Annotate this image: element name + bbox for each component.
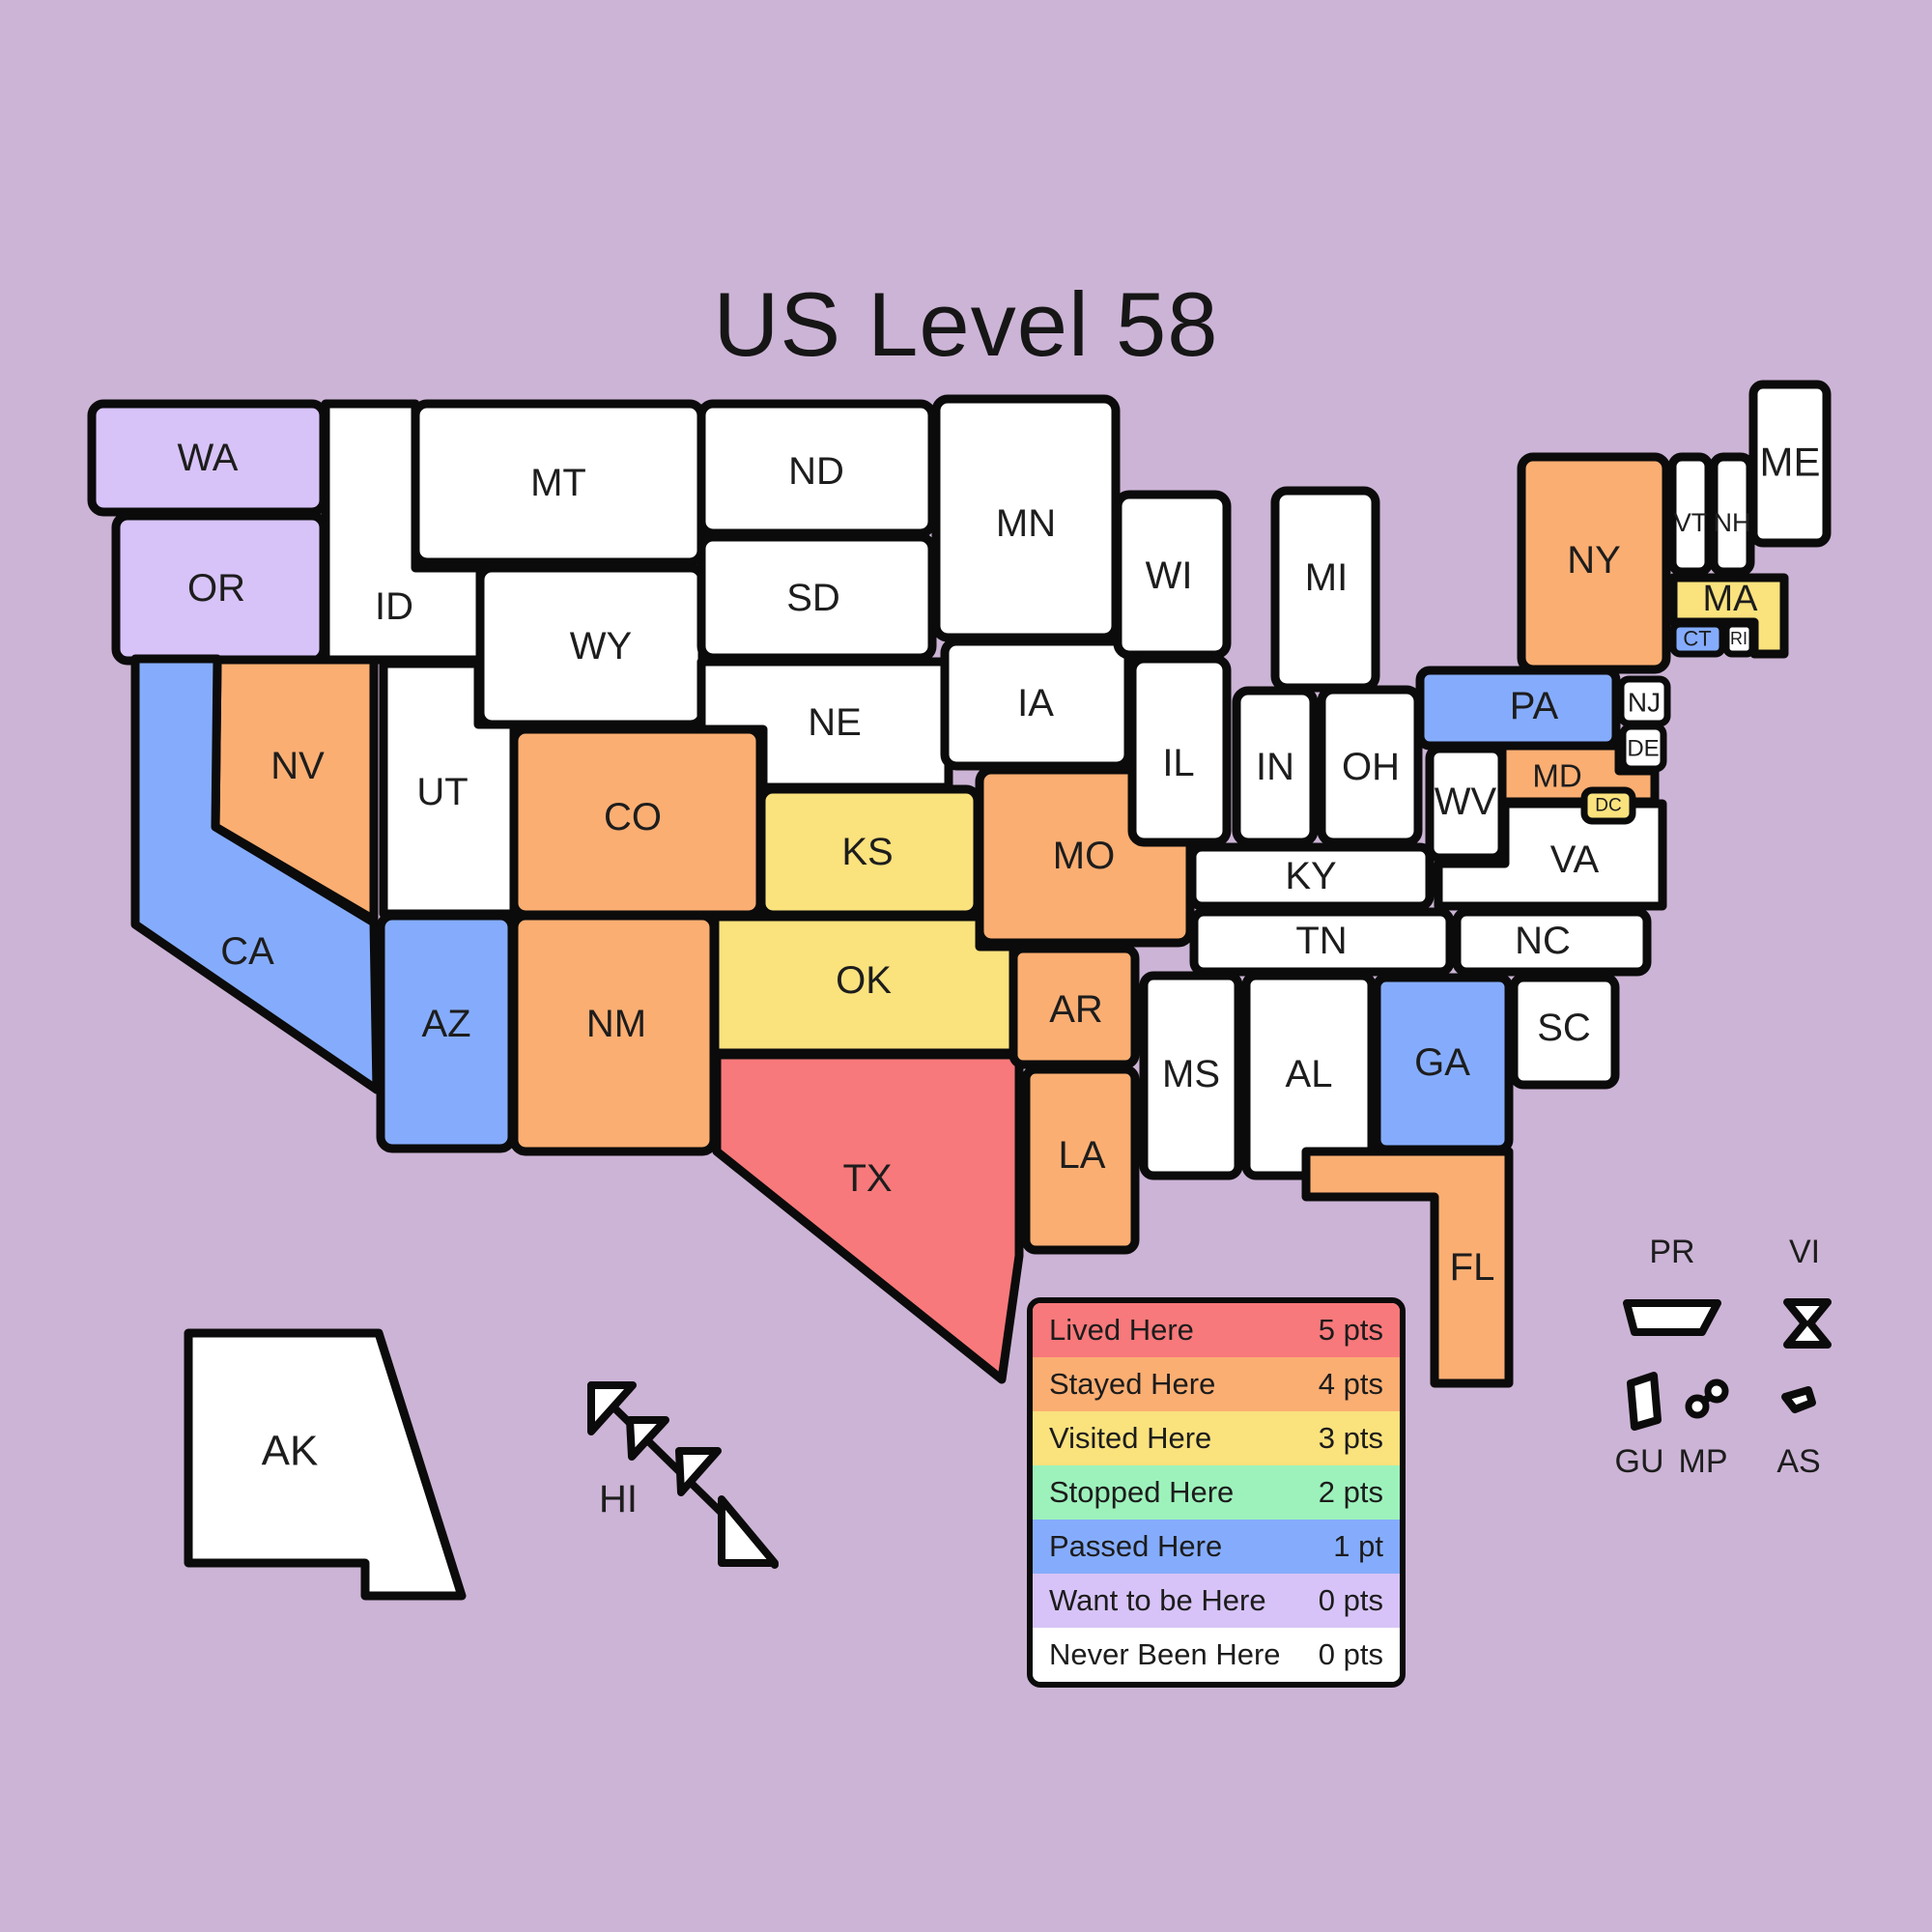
- territory-as-label: AS: [1776, 1443, 1820, 1480]
- mp-island-2: [1704, 1378, 1729, 1404]
- state-in[interactable]: [1232, 686, 1319, 847]
- state-mn[interactable]: [931, 394, 1121, 642]
- state-ca[interactable]: [130, 654, 382, 1094]
- legend-row-visited: Visited Here 3 pts: [1033, 1411, 1400, 1465]
- legend-label: Stopped Here: [1049, 1475, 1235, 1509]
- state-la[interactable]: [1021, 1065, 1140, 1255]
- state-hi[interactable]: [587, 1381, 779, 1569]
- legend: Lived Here 5 pts Stayed Here 4 pts Visit…: [1027, 1297, 1406, 1688]
- state-ok[interactable]: [710, 912, 1018, 1058]
- mp-island-1: [1685, 1394, 1710, 1419]
- state-ct[interactable]: [1669, 620, 1726, 658]
- territory-gu-label: GU: [1615, 1443, 1664, 1480]
- state-fl[interactable]: [1301, 1147, 1514, 1388]
- state-pa[interactable]: [1415, 666, 1621, 751]
- state-wv[interactable]: [1425, 744, 1507, 863]
- legend-row-want: Want to be Here 0 pts: [1033, 1574, 1400, 1628]
- state-vt[interactable]: [1667, 452, 1714, 577]
- state-or[interactable]: [111, 511, 328, 666]
- state-ma[interactable]: [1668, 573, 1789, 659]
- territory-mp-label: MP: [1679, 1443, 1728, 1480]
- territory-mp[interactable]: [1685, 1378, 1729, 1419]
- state-ia[interactable]: [940, 637, 1133, 771]
- legend-row-passed: Passed Here 1 pt: [1033, 1520, 1400, 1574]
- state-wi[interactable]: [1113, 490, 1232, 660]
- territory-vi[interactable]: [1783, 1298, 1832, 1349]
- territory-as[interactable]: [1781, 1386, 1816, 1413]
- territory-pr-label: PR: [1649, 1234, 1694, 1270]
- state-co[interactable]: [509, 724, 765, 920]
- legend-points: 0 pts: [1318, 1583, 1383, 1617]
- hi-island-1: [587, 1381, 637, 1435]
- legend-label: Visited Here: [1049, 1421, 1212, 1455]
- state-nh[interactable]: [1709, 452, 1755, 577]
- state-nc[interactable]: [1452, 907, 1652, 977]
- territory-pr[interactable]: [1623, 1299, 1721, 1336]
- legend-row-stopped: Stopped Here 2 pts: [1033, 1465, 1400, 1520]
- state-az[interactable]: [376, 911, 517, 1153]
- state-ky[interactable]: [1187, 842, 1435, 911]
- legend-row-never: Never Been Here 0 pts: [1033, 1628, 1400, 1682]
- legend-label: Passed Here: [1049, 1529, 1223, 1563]
- hi-island-4: [718, 1495, 779, 1567]
- state-nj[interactable]: [1617, 675, 1671, 727]
- state-ri[interactable]: [1722, 620, 1756, 658]
- state-ga[interactable]: [1372, 973, 1514, 1154]
- legend-row-lived: Lived Here 5 pts: [1033, 1303, 1400, 1357]
- state-nm[interactable]: [509, 911, 719, 1156]
- state-oh[interactable]: [1317, 685, 1423, 847]
- state-nd[interactable]: [696, 399, 937, 538]
- state-ar[interactable]: [1009, 944, 1140, 1069]
- legend-label: Want to be Here: [1049, 1583, 1266, 1617]
- state-sc[interactable]: [1509, 973, 1620, 1090]
- legend-points: 5 pts: [1318, 1313, 1383, 1347]
- state-ks[interactable]: [756, 784, 982, 920]
- legend-points: 3 pts: [1318, 1421, 1383, 1455]
- legend-points: 4 pts: [1318, 1367, 1383, 1401]
- state-wa[interactable]: [87, 399, 328, 517]
- legend-points: 0 pts: [1318, 1637, 1383, 1671]
- legend-label: Lived Here: [1049, 1313, 1194, 1347]
- state-de[interactable]: [1619, 723, 1667, 773]
- state-ak[interactable]: [184, 1328, 467, 1601]
- legend-row-stayed: Stayed Here 4 pts: [1033, 1357, 1400, 1411]
- page-title: US Level 58: [713, 273, 1219, 375]
- state-mi[interactable]: [1270, 486, 1380, 693]
- state-me[interactable]: [1748, 380, 1832, 548]
- state-mt[interactable]: [411, 399, 706, 567]
- state-hi-label: HI: [599, 1478, 638, 1520]
- legend-points: 2 pts: [1318, 1475, 1383, 1509]
- state-wy[interactable]: [475, 563, 707, 729]
- state-il[interactable]: [1127, 654, 1232, 847]
- territory-vi-label: VI: [1789, 1234, 1820, 1270]
- state-sd[interactable]: [696, 532, 937, 663]
- legend-label: Never Been Here: [1049, 1637, 1281, 1671]
- state-dc[interactable]: [1580, 786, 1636, 825]
- state-tx[interactable]: [712, 1050, 1024, 1384]
- territory-gu[interactable]: [1627, 1372, 1662, 1431]
- legend-points: 1 pt: [1333, 1529, 1383, 1563]
- state-ms[interactable]: [1139, 971, 1243, 1180]
- state-tn[interactable]: [1189, 907, 1455, 977]
- state-al[interactable]: [1241, 971, 1377, 1180]
- state-ut[interactable]: [379, 659, 519, 919]
- legend-label: Stayed Here: [1049, 1367, 1216, 1401]
- hi-island-2: [626, 1416, 669, 1461]
- state-va[interactable]: [1434, 799, 1667, 911]
- hi-island-3: [675, 1447, 722, 1496]
- state-ny[interactable]: [1517, 452, 1671, 674]
